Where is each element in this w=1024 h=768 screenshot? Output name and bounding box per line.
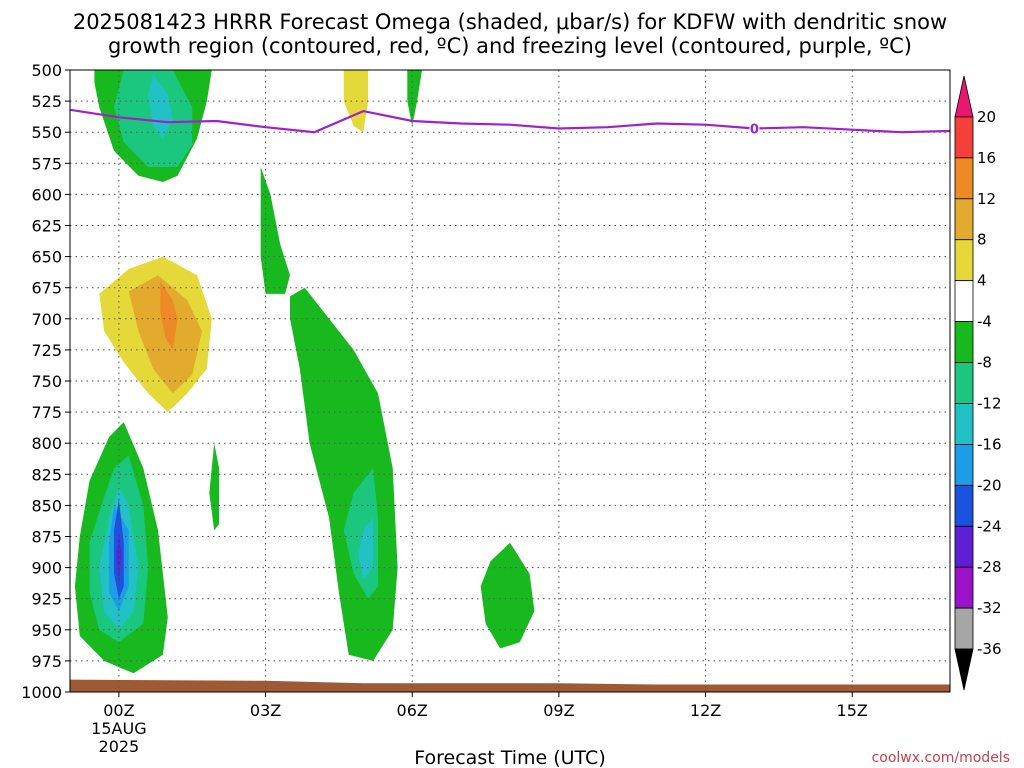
colorbar: 20 16 12 8 4 -4 -8 -12 -16 -20 -24 -28 -32 -36 [954, 75, 1002, 691]
colorbar-bottom-triangle [954, 648, 974, 691]
colorbar-box-3 [954, 198, 974, 241]
omega-region-3 [304, 70, 403, 201]
colorbar-box-2 [954, 157, 974, 200]
colorbar-label-8: -16 [977, 435, 1002, 453]
colorbar-box-11 [954, 525, 974, 568]
colorbar-label-2: 12 [977, 190, 996, 208]
x-tick-label-00Z: 00Z [103, 701, 134, 720]
y-tick-label-775: 775 [31, 403, 62, 422]
colorbar-label-7: -12 [977, 394, 1002, 412]
omega-region-5 [407, 70, 422, 126]
terrain-fill [70, 679, 950, 692]
y-tick-label-625: 625 [31, 217, 62, 236]
y-tick-label-525: 525 [31, 92, 62, 111]
colorbar-box-4 [954, 239, 974, 282]
y-tick-label-675: 675 [31, 279, 62, 298]
credit-text: coolwx.com/models [872, 750, 1010, 766]
colorbar-label-1: 16 [977, 149, 996, 167]
plot-area: 0 [69, 69, 951, 693]
y-tick-label-575: 575 [31, 154, 62, 173]
x-tick-label-03Z: 03Z [250, 701, 281, 720]
colorbar-label-0: 20 [977, 108, 996, 126]
colorbar-label-6: -8 [977, 354, 992, 372]
omega-region-20 [250, 430, 286, 574]
colorbar-label-4: 4 [977, 272, 987, 290]
colorbar-box-13 [954, 607, 974, 650]
omega-region-21 [209, 443, 220, 531]
y-tick-label-750: 750 [31, 372, 62, 391]
y-tick-label-875: 875 [31, 528, 62, 547]
x-tick-label-09Z: 09Z [543, 701, 574, 720]
omega-region-22 [480, 542, 535, 649]
y-tick-label-550: 550 [31, 123, 62, 142]
colorbar-label-11: -28 [977, 558, 1002, 576]
y-tick-label-1000: 1000 [21, 683, 62, 702]
colorbar-box-10 [954, 484, 974, 527]
chart-title-line-2: growth region (contoured, red, ºC) and f… [108, 34, 912, 58]
colorbar-label-10: -24 [977, 517, 1002, 535]
y-tick-label-500: 500 [31, 61, 62, 80]
y-tick-label-800: 800 [31, 434, 62, 453]
x-tick-label-12Z: 12Z [690, 701, 721, 720]
colorbar-label-9: -20 [977, 476, 1002, 494]
freezing-level-line [70, 108, 950, 134]
y-tick-label-850: 850 [31, 496, 62, 515]
colorbar-top-triangle [954, 75, 974, 118]
x-tick-label-06Z: 06Z [397, 701, 428, 720]
colorbar-box-9 [954, 443, 974, 486]
y-tick-label-650: 650 [31, 248, 62, 267]
y-tick-label-600: 600 [31, 185, 62, 204]
colorbar-label-13: -36 [977, 640, 1002, 658]
colorbar-box-12 [954, 566, 974, 609]
y-tick-label-725: 725 [31, 341, 62, 360]
freezing-level-label: 0 [750, 122, 759, 137]
x-tick-sublabel-date: 15AUG [91, 719, 146, 738]
freezing-level-label-bg [749, 121, 760, 136]
plot-inner: 0 [70, 70, 950, 692]
x-tick-label-15Z: 15Z [837, 701, 868, 720]
omega-region-19 [116, 530, 122, 587]
omega-region-6 [260, 167, 290, 294]
y-tick-label-975: 975 [31, 652, 62, 671]
y-axis: 500 525 550 575 600 625 650 675 700 725 750 775 800 8… [21, 61, 70, 702]
y-tick-label-900: 900 [31, 559, 62, 578]
y-tick-label-950: 950 [31, 621, 62, 640]
y-tick-label-925: 925 [31, 590, 62, 609]
omega-region-23 [842, 536, 867, 624]
y-tick-label-700: 700 [31, 310, 62, 329]
colorbar-box-1 [954, 116, 974, 159]
colorbar-label-3: 8 [977, 231, 987, 249]
y-tick-label-825: 825 [31, 465, 62, 484]
colorbar-label-12: -32 [977, 599, 1002, 617]
colorbar-box-5 [954, 280, 974, 322]
colorbar-box-8 [954, 403, 974, 445]
colorbar-box-6 [954, 321, 974, 363]
colorbar-label-5: -4 [977, 313, 992, 331]
x-axis-label: Forecast Time (UTC) [414, 747, 605, 768]
x-tick-sublabel-year: 2025 [99, 737, 140, 756]
omega-region-10 [160, 281, 178, 350]
omega-region-13 [358, 517, 374, 580]
colorbar-box-7 [954, 362, 974, 404]
chart-title-line-1: 2025081423 HRRR Forecast Omega (shaded, … [73, 10, 947, 34]
